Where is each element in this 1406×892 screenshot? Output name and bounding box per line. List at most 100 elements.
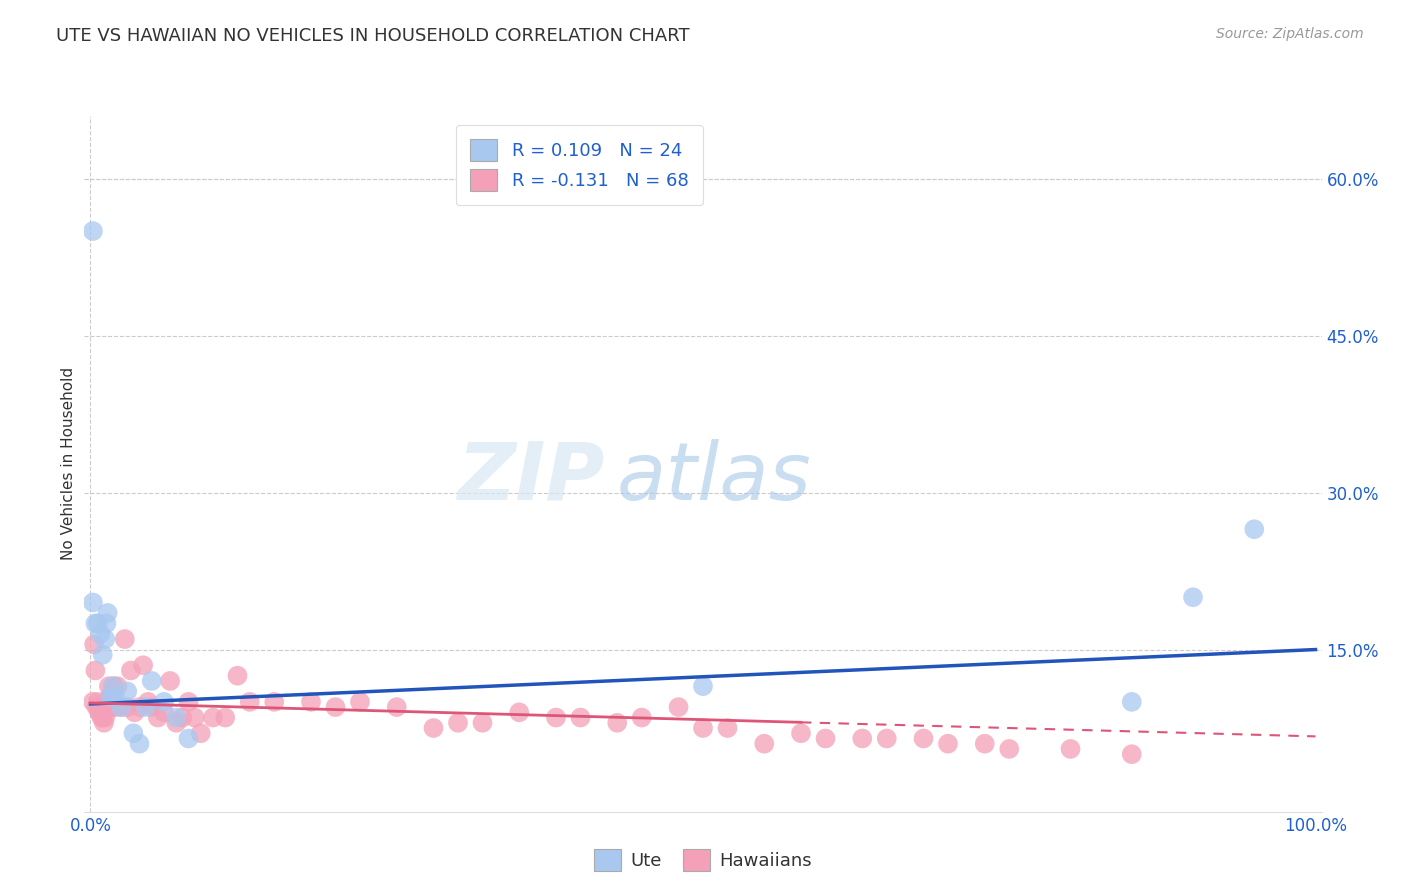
Point	[97, 700, 120, 714]
Point	[973, 737, 995, 751]
Point	[692, 721, 714, 735]
Point	[82, 595, 104, 609]
Point	[239, 695, 262, 709]
Legend: Ute, Hawaiians: Ute, Hawaiians	[586, 842, 820, 879]
Point	[89, 706, 111, 720]
Point	[153, 695, 176, 709]
Point	[201, 710, 224, 724]
Point	[132, 658, 155, 673]
Point	[101, 700, 124, 714]
Point	[101, 679, 124, 693]
Point	[90, 710, 112, 724]
Point	[103, 679, 125, 693]
Point	[349, 695, 371, 709]
Point	[814, 731, 837, 746]
Point	[114, 632, 136, 646]
Point	[936, 737, 959, 751]
Point	[115, 684, 138, 698]
Y-axis label: No Vehicles in Household: No Vehicles in Household	[60, 368, 76, 560]
Point	[177, 731, 200, 746]
Point	[190, 726, 212, 740]
Legend: R = 0.109   N = 24, R = -0.131   N = 68: R = 0.109 N = 24, R = -0.131 N = 68	[456, 125, 703, 205]
Point	[998, 742, 1021, 756]
Text: atlas: atlas	[616, 439, 811, 516]
Point	[136, 695, 159, 709]
Point	[104, 690, 127, 704]
Point	[96, 695, 118, 709]
Point	[84, 616, 107, 631]
Point	[159, 673, 181, 688]
Text: Source: ZipAtlas.com: Source: ZipAtlas.com	[1216, 27, 1364, 41]
Point	[91, 648, 114, 662]
Point	[851, 731, 873, 746]
Point	[606, 715, 628, 730]
Point	[385, 700, 408, 714]
Point	[716, 721, 738, 735]
Point	[120, 664, 142, 678]
Point	[692, 679, 714, 693]
Point	[876, 731, 898, 746]
Point	[82, 224, 104, 238]
Point	[153, 706, 176, 720]
Point	[754, 737, 776, 751]
Point	[177, 695, 200, 709]
Point	[141, 700, 163, 714]
Point	[668, 700, 690, 714]
Point	[110, 700, 132, 714]
Point	[183, 710, 205, 724]
Point	[96, 616, 118, 631]
Point	[214, 710, 236, 724]
Point	[172, 710, 194, 724]
Point	[141, 673, 163, 688]
Point	[790, 726, 813, 740]
Point	[110, 700, 132, 714]
Point	[569, 710, 592, 724]
Point	[135, 700, 157, 714]
Point	[1121, 695, 1143, 709]
Point	[91, 710, 114, 724]
Point	[107, 679, 129, 693]
Point	[124, 706, 146, 720]
Point	[104, 700, 127, 714]
Point	[1243, 522, 1265, 536]
Point	[122, 726, 145, 740]
Point	[165, 710, 187, 724]
Point	[97, 606, 120, 620]
Point	[508, 706, 530, 720]
Point	[263, 695, 285, 709]
Point	[94, 632, 117, 646]
Point	[630, 710, 652, 724]
Point	[82, 695, 104, 709]
Text: ZIP: ZIP	[457, 439, 605, 516]
Point	[84, 664, 107, 678]
Point	[299, 695, 322, 709]
Point	[115, 700, 138, 714]
Point	[100, 690, 122, 704]
Point	[1059, 742, 1081, 756]
Point	[97, 679, 120, 693]
Point	[447, 715, 470, 730]
Point	[93, 715, 115, 730]
Text: UTE VS HAWAIIAN NO VEHICLES IN HOUSEHOLD CORRELATION CHART: UTE VS HAWAIIAN NO VEHICLES IN HOUSEHOLD…	[56, 27, 690, 45]
Point	[146, 710, 169, 724]
Point	[83, 637, 105, 651]
Point	[1182, 591, 1205, 605]
Point	[165, 715, 187, 730]
Point	[87, 695, 110, 709]
Point	[87, 706, 110, 720]
Point	[87, 616, 110, 631]
Point	[128, 737, 150, 751]
Point	[98, 690, 121, 704]
Point	[98, 690, 121, 704]
Point	[1121, 747, 1143, 761]
Point	[544, 710, 567, 724]
Point	[128, 700, 150, 714]
Point	[226, 669, 249, 683]
Point	[325, 700, 347, 714]
Point	[422, 721, 444, 735]
Point	[86, 700, 108, 714]
Point	[912, 731, 935, 746]
Point	[94, 710, 117, 724]
Point	[471, 715, 494, 730]
Point	[89, 627, 111, 641]
